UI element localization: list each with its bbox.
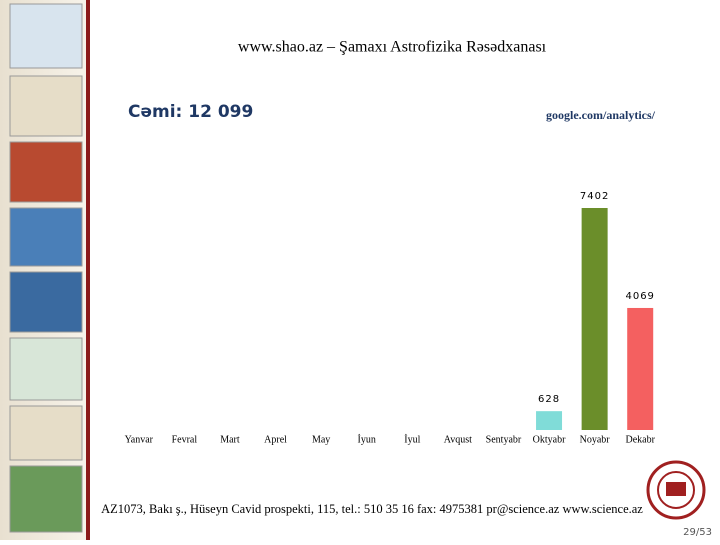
x-tick-label: Avqust (444, 434, 472, 445)
x-tick-label: İyul (404, 433, 420, 445)
x-tick-label: Dekabr (625, 434, 655, 445)
x-tick-label: Oktyabr (533, 434, 566, 445)
footer: AZ1073, Bakı ş., Hüseyn Cavid prospekti,… (101, 502, 643, 516)
slide-title: www.shao.az – Şamaxı Astrofizika Rəsədxa… (238, 39, 547, 56)
x-tick-label: Mart (220, 434, 240, 445)
plot: Yanvar Fevral Mart Aprel May İyun İyul Avqust Se… (125, 191, 656, 445)
x-tick-label: Sentyabr (486, 434, 522, 445)
value-label: 4069 (625, 291, 654, 302)
value-label: 7402 (580, 191, 609, 202)
bar (581, 208, 608, 430)
bar (627, 307, 654, 430)
page-number: 29/53 (683, 527, 712, 538)
x-tick-label: Yanvar (125, 434, 154, 445)
bar (536, 411, 563, 430)
total: Cəmi: 12 099 (128, 102, 253, 122)
logo (646, 460, 706, 520)
thumbnails (9, 3, 83, 533)
x-tick-label: May (312, 434, 330, 445)
value-label: 628 (538, 394, 560, 405)
source: google.com/analytics/ (546, 108, 656, 122)
x-tick-label: Aprel (264, 434, 287, 445)
sidebar-edge (86, 0, 90, 540)
x-tick-label: Fevral (172, 434, 198, 445)
x-tick-label: İyun (358, 433, 376, 445)
x-tick-label: Noyabr (580, 434, 611, 445)
